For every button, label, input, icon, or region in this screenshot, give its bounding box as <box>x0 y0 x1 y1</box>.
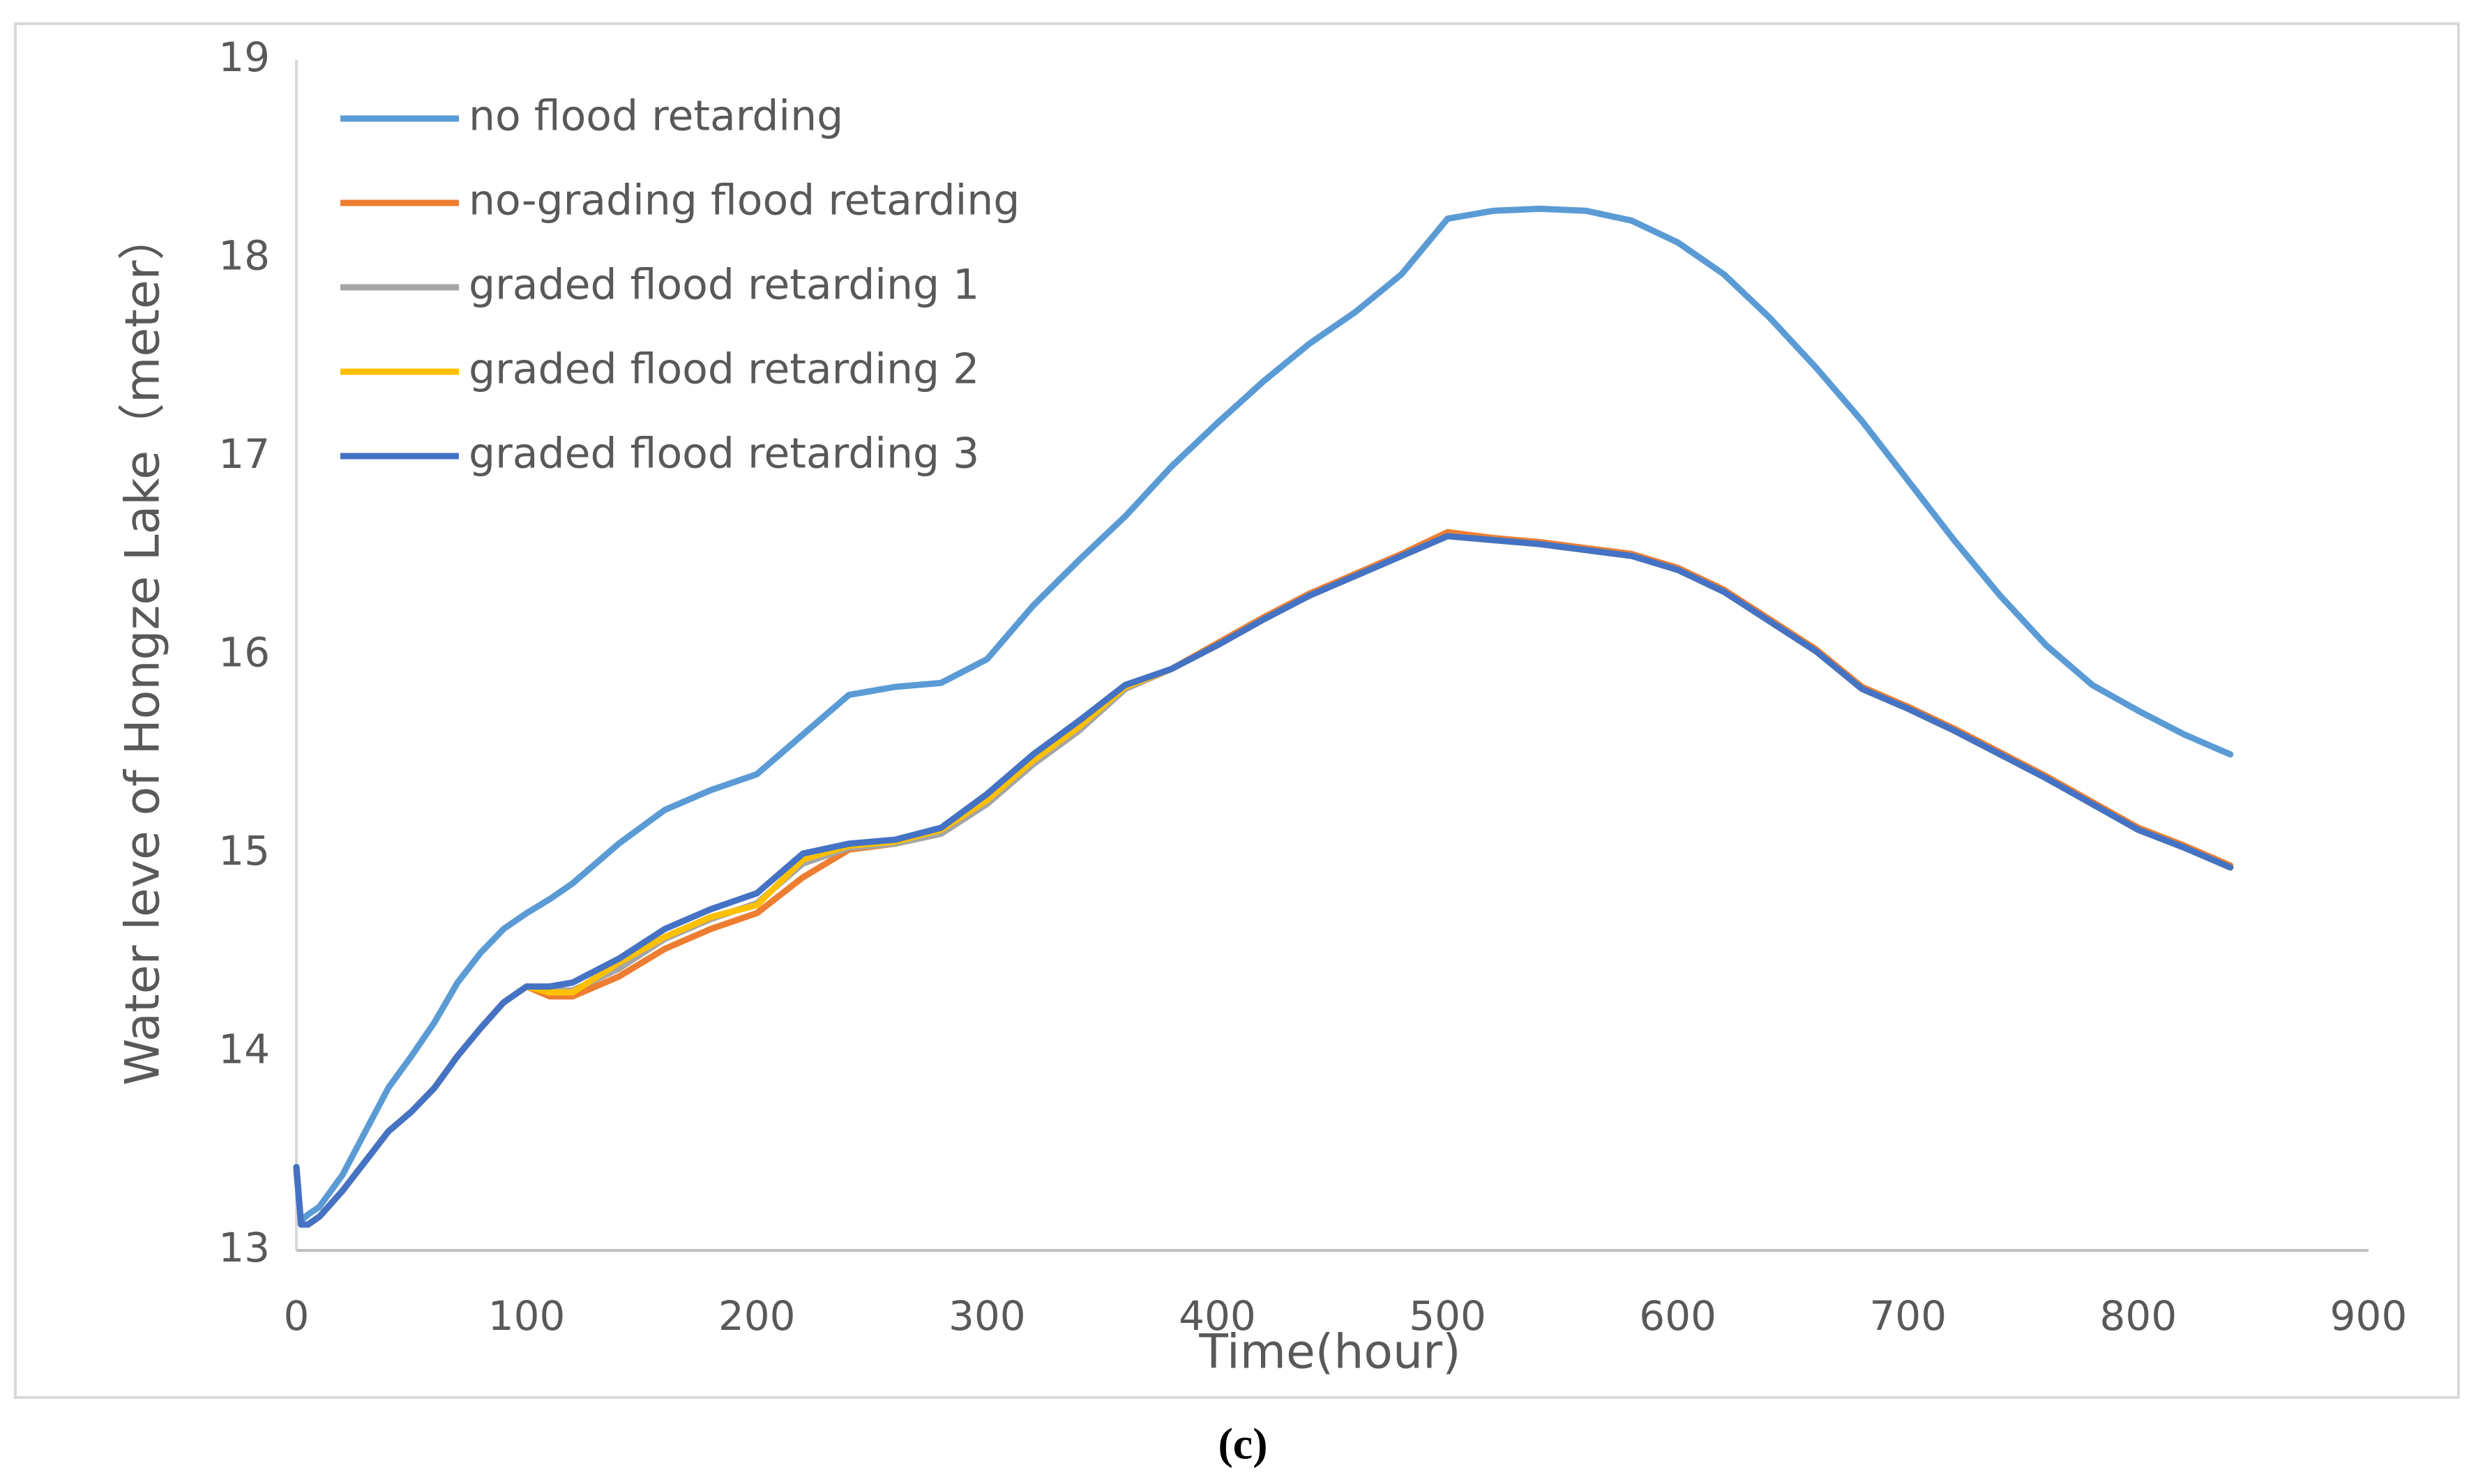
x-tick-label: 600 <box>1639 1292 1716 1340</box>
x-tick-label: 500 <box>1409 1292 1486 1340</box>
x-tick-label: 200 <box>718 1292 796 1340</box>
x-tick-label: 900 <box>2330 1292 2408 1340</box>
x-axis-title: Time(hour) <box>1198 1325 1460 1380</box>
series-line <box>293 533 2234 1228</box>
legend-label: no-grading flood retarding <box>469 176 1020 225</box>
y-tick-label: 15 <box>218 827 270 874</box>
chart-border <box>14 22 2460 1399</box>
y-tick-label: 14 <box>218 1026 270 1073</box>
caption: (c) <box>1218 1419 1267 1469</box>
legend-label: graded flood retarding 1 <box>469 261 979 310</box>
x-tick-label: 0 <box>284 1292 310 1340</box>
legend-label: graded flood retarding 3 <box>469 430 979 478</box>
x-tick-label: 700 <box>1869 1292 1947 1340</box>
series-line <box>293 205 2234 1224</box>
x-tick-label: 300 <box>949 1292 1026 1340</box>
legend-label: graded flood retarding 2 <box>469 345 979 394</box>
y-tick-label: 13 <box>218 1224 270 1271</box>
legend-label: no flood retarding <box>469 92 843 141</box>
x-tick-label: 400 <box>1179 1292 1256 1340</box>
x-tick-label: 100 <box>488 1292 566 1340</box>
y-tick-label: 19 <box>218 33 270 81</box>
series-line <box>293 533 2234 1228</box>
x-tick-label: 800 <box>2100 1292 2177 1340</box>
y-tick-label: 18 <box>218 232 270 280</box>
y-tick-label: 16 <box>218 629 270 676</box>
series-line <box>293 533 2234 1228</box>
y-tick-label: 17 <box>218 430 270 478</box>
series-line <box>293 529 2234 1228</box>
y-axis-title: Water leve of Hongze Lake（meter） <box>116 213 171 1085</box>
